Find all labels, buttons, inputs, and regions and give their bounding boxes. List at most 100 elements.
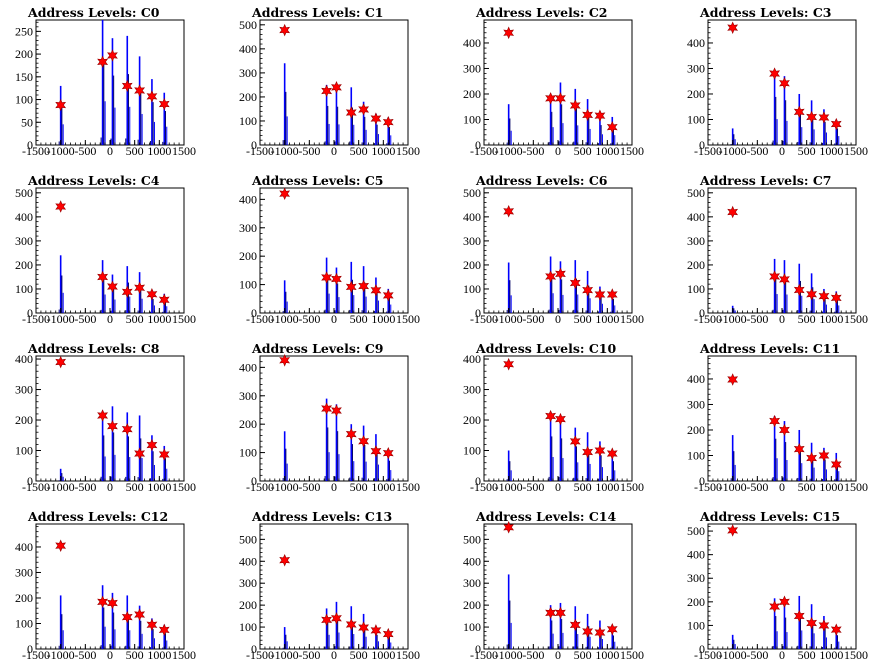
histogram-bin	[100, 410, 106, 481]
x-tick-label: 1500	[396, 648, 420, 662]
fit-marker	[606, 120, 618, 134]
fit-marker	[606, 288, 618, 301]
histogram-bin	[797, 93, 803, 145]
x-tick-label: 1500	[844, 648, 868, 662]
fit-marker	[555, 92, 566, 105]
histogram-panel: Address Levels: C2 0 100 200 300 400 -1500-100…	[463, 5, 644, 158]
x-tick-label: -500	[298, 144, 320, 158]
histogram-bin	[772, 258, 778, 313]
x-tick-label: -500	[298, 480, 320, 494]
x-tick-label: 1000	[147, 144, 171, 158]
fit-marker	[793, 442, 805, 456]
panel-title: Address Levels: C4	[27, 173, 160, 188]
y-tick-label: 500	[463, 186, 481, 200]
fit-marker	[555, 412, 566, 426]
x-tick-label: -1000	[47, 312, 75, 326]
y-tick-label: 300	[15, 565, 33, 579]
histogram-bin	[100, 260, 106, 313]
fit-marker	[594, 626, 606, 639]
x-tick-label: 500	[798, 312, 816, 326]
fit-marker	[569, 618, 581, 632]
x-tick-label: 1500	[172, 480, 196, 494]
y-tick-label: 200	[239, 90, 257, 104]
y-tick-label: 50	[21, 115, 33, 129]
fit-marker	[769, 414, 781, 428]
fit-marker	[382, 446, 394, 460]
fit-marker	[779, 595, 790, 609]
y-tick-label: 100	[239, 278, 257, 292]
fit-marker	[331, 81, 342, 94]
fit-marker	[107, 280, 118, 293]
x-tick-label: -1000	[495, 480, 523, 494]
fit-marker	[769, 600, 781, 613]
plot-frame	[259, 355, 409, 482]
y-tick-label: 400	[239, 360, 257, 374]
histogram-bin	[334, 601, 340, 649]
histogram-bin	[573, 88, 579, 145]
x-tick-label: -1000	[719, 648, 747, 662]
fit-marker	[134, 608, 146, 621]
fit-marker	[358, 103, 370, 116]
x-tick-label: 0	[555, 480, 561, 494]
panel-title: Address Levels: C10	[475, 341, 617, 356]
x-tick-label: -1000	[495, 144, 523, 158]
panel-title: Address Levels: C12	[27, 509, 168, 524]
panel-title: Address Levels: C6	[475, 173, 608, 188]
x-tick-label: -1500	[470, 480, 498, 494]
fit-marker	[594, 109, 606, 122]
fit-marker	[146, 438, 158, 452]
fit-marker	[55, 98, 67, 112]
histogram-bin	[282, 431, 288, 481]
histogram-bin	[730, 435, 736, 481]
panel-title: Address Levels: C3	[699, 5, 832, 20]
histogram-bin	[282, 63, 288, 145]
fit-marker	[727, 205, 739, 219]
fit-marker	[806, 616, 818, 630]
x-tick-label: 500	[126, 480, 144, 494]
x-tick-label: -1000	[47, 480, 75, 494]
fit-marker	[545, 92, 557, 105]
x-tick-label: 1000	[371, 648, 395, 662]
fit-marker	[158, 448, 170, 461]
fit-marker	[594, 288, 606, 301]
y-tick-label: 200	[15, 258, 33, 272]
y-tick-label: 300	[463, 383, 481, 397]
x-tick-label: -500	[74, 144, 96, 158]
y-tick-label: 200	[15, 413, 33, 427]
y-tick-label: 200	[239, 249, 257, 263]
panel-title: Address Levels: C0	[27, 5, 160, 20]
fit-marker	[331, 612, 342, 625]
fit-marker	[279, 354, 291, 367]
histogram-panel: Address Levels: C13 0 100 200 300 400 500 -1500…	[239, 509, 420, 662]
panel-title: Address Levels: C8	[27, 341, 160, 356]
x-tick-label: 500	[798, 480, 816, 494]
x-tick-label: -500	[74, 648, 96, 662]
y-tick-label: 200	[687, 258, 705, 272]
x-tick-label: -1500	[246, 312, 274, 326]
y-tick-label: 200	[15, 47, 33, 61]
fit-marker	[555, 606, 566, 620]
x-tick-label: 1000	[371, 480, 395, 494]
y-tick-label: 300	[15, 234, 33, 248]
fit-marker	[779, 273, 790, 286]
x-tick-label: -1000	[495, 648, 523, 662]
fit-marker	[769, 67, 781, 80]
histogram-panel: Address Levels: C3 0 100 200 300 400 -1500-100…	[687, 5, 868, 158]
y-tick-label: 250	[15, 24, 33, 38]
fit-marker	[830, 623, 842, 636]
fit-marker	[97, 409, 109, 422]
x-tick-label: -1500	[246, 648, 274, 662]
histogram-panel: Address Levels: C10 0 100 200 300 400 -1500-10…	[463, 341, 644, 494]
x-tick-label: 0	[779, 312, 785, 326]
y-tick-label: 500	[687, 186, 705, 200]
y-tick-label: 0	[699, 642, 705, 656]
x-tick-label: 1500	[396, 312, 420, 326]
y-tick-label: 200	[463, 258, 481, 272]
x-tick-label: 0	[555, 648, 561, 662]
x-tick-label: -1000	[719, 480, 747, 494]
x-tick-label: 1500	[620, 312, 644, 326]
panel-title: Address Levels: C15	[699, 509, 840, 524]
x-tick-label: -500	[298, 312, 320, 326]
y-tick-label: 0	[475, 474, 481, 488]
fit-marker	[358, 279, 370, 293]
